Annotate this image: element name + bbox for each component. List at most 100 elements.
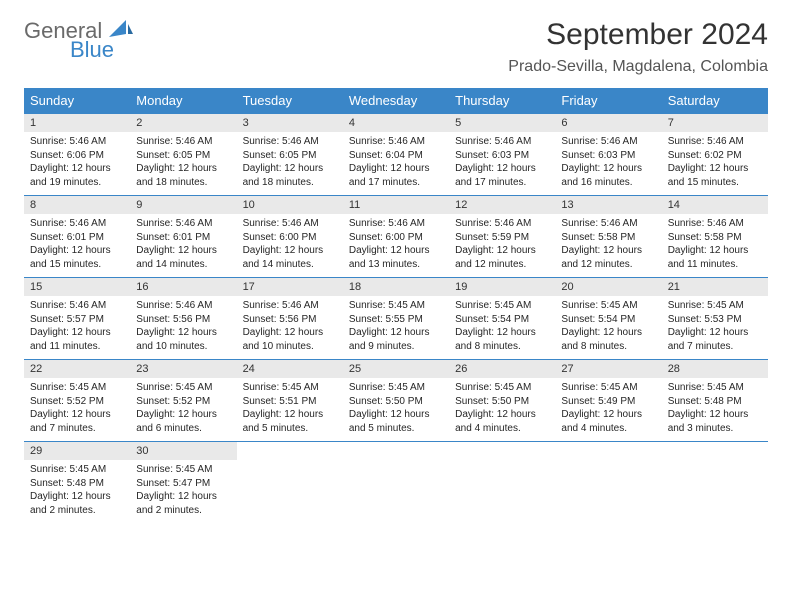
day-cell: 9Sunrise: 5:46 AMSunset: 6:01 PMDaylight…	[130, 196, 236, 278]
day-data: Sunrise: 5:45 AMSunset: 5:49 PMDaylight:…	[555, 378, 661, 441]
day-data: Sunrise: 5:46 AMSunset: 6:02 PMDaylight:…	[662, 132, 768, 195]
empty-cell	[662, 442, 768, 524]
day-data: Sunrise: 5:45 AMSunset: 5:50 PMDaylight:…	[449, 378, 555, 441]
day-data: Sunrise: 5:46 AMSunset: 5:56 PMDaylight:…	[237, 296, 343, 359]
day-cell: 24Sunrise: 5:45 AMSunset: 5:51 PMDayligh…	[237, 360, 343, 442]
day-cell: 18Sunrise: 5:45 AMSunset: 5:55 PMDayligh…	[343, 278, 449, 360]
day-number: 19	[449, 278, 555, 296]
day-data: Sunrise: 5:46 AMSunset: 6:06 PMDaylight:…	[24, 132, 130, 195]
day-number: 14	[662, 196, 768, 214]
brand-logo: General Blue	[24, 18, 133, 61]
empty-cell	[343, 442, 449, 524]
day-data: Sunrise: 5:45 AMSunset: 5:50 PMDaylight:…	[343, 378, 449, 441]
weekday-header: Thursday	[449, 88, 555, 114]
weekday-header: Monday	[130, 88, 236, 114]
day-cell: 1Sunrise: 5:46 AMSunset: 6:06 PMDaylight…	[24, 114, 130, 196]
day-number: 17	[237, 278, 343, 296]
title-block: September 2024 Prado-Sevilla, Magdalena,…	[508, 18, 768, 76]
month-title: September 2024	[508, 18, 768, 52]
day-data: Sunrise: 5:45 AMSunset: 5:51 PMDaylight:…	[237, 378, 343, 441]
day-data: Sunrise: 5:46 AMSunset: 6:05 PMDaylight:…	[130, 132, 236, 195]
day-number: 7	[662, 114, 768, 132]
day-number: 26	[449, 360, 555, 378]
day-data: Sunrise: 5:45 AMSunset: 5:48 PMDaylight:…	[24, 460, 130, 523]
day-data: Sunrise: 5:46 AMSunset: 6:03 PMDaylight:…	[449, 132, 555, 195]
day-number: 18	[343, 278, 449, 296]
day-data: Sunrise: 5:46 AMSunset: 6:05 PMDaylight:…	[237, 132, 343, 195]
day-number: 23	[130, 360, 236, 378]
day-data: Sunrise: 5:46 AMSunset: 5:58 PMDaylight:…	[555, 214, 661, 277]
day-cell: 7Sunrise: 5:46 AMSunset: 6:02 PMDaylight…	[662, 114, 768, 196]
day-cell: 22Sunrise: 5:45 AMSunset: 5:52 PMDayligh…	[24, 360, 130, 442]
day-data: Sunrise: 5:46 AMSunset: 6:00 PMDaylight:…	[237, 214, 343, 277]
day-data: Sunrise: 5:46 AMSunset: 6:03 PMDaylight:…	[555, 132, 661, 195]
day-data: Sunrise: 5:45 AMSunset: 5:54 PMDaylight:…	[449, 296, 555, 359]
calendar-row: 29Sunrise: 5:45 AMSunset: 5:48 PMDayligh…	[24, 442, 768, 524]
day-number: 25	[343, 360, 449, 378]
day-cell: 2Sunrise: 5:46 AMSunset: 6:05 PMDaylight…	[130, 114, 236, 196]
day-cell: 8Sunrise: 5:46 AMSunset: 6:01 PMDaylight…	[24, 196, 130, 278]
empty-cell	[555, 442, 661, 524]
day-cell: 12Sunrise: 5:46 AMSunset: 5:59 PMDayligh…	[449, 196, 555, 278]
day-data: Sunrise: 5:46 AMSunset: 5:56 PMDaylight:…	[130, 296, 236, 359]
weekday-header: Saturday	[662, 88, 768, 114]
day-number: 29	[24, 442, 130, 460]
day-data: Sunrise: 5:46 AMSunset: 6:01 PMDaylight:…	[24, 214, 130, 277]
day-cell: 27Sunrise: 5:45 AMSunset: 5:49 PMDayligh…	[555, 360, 661, 442]
day-number: 28	[662, 360, 768, 378]
calendar-row: 22Sunrise: 5:45 AMSunset: 5:52 PMDayligh…	[24, 360, 768, 442]
day-number: 24	[237, 360, 343, 378]
day-number: 8	[24, 196, 130, 214]
day-data: Sunrise: 5:45 AMSunset: 5:47 PMDaylight:…	[130, 460, 236, 523]
day-cell: 11Sunrise: 5:46 AMSunset: 6:00 PMDayligh…	[343, 196, 449, 278]
day-cell: 15Sunrise: 5:46 AMSunset: 5:57 PMDayligh…	[24, 278, 130, 360]
day-data: Sunrise: 5:45 AMSunset: 5:48 PMDaylight:…	[662, 378, 768, 441]
brand-blue: Blue	[70, 39, 133, 61]
day-cell: 28Sunrise: 5:45 AMSunset: 5:48 PMDayligh…	[662, 360, 768, 442]
day-data: Sunrise: 5:46 AMSunset: 6:00 PMDaylight:…	[343, 214, 449, 277]
day-cell: 19Sunrise: 5:45 AMSunset: 5:54 PMDayligh…	[449, 278, 555, 360]
day-cell: 3Sunrise: 5:46 AMSunset: 6:05 PMDaylight…	[237, 114, 343, 196]
day-number: 11	[343, 196, 449, 214]
day-number: 30	[130, 442, 236, 460]
brand-text-block: General Blue	[24, 18, 133, 61]
empty-cell	[449, 442, 555, 524]
day-data: Sunrise: 5:46 AMSunset: 5:57 PMDaylight:…	[24, 296, 130, 359]
brand-sail-icon	[109, 20, 133, 38]
day-number: 6	[555, 114, 661, 132]
weekday-header: Wednesday	[343, 88, 449, 114]
day-cell: 23Sunrise: 5:45 AMSunset: 5:52 PMDayligh…	[130, 360, 236, 442]
day-number: 10	[237, 196, 343, 214]
day-data: Sunrise: 5:46 AMSunset: 6:01 PMDaylight:…	[130, 214, 236, 277]
day-cell: 14Sunrise: 5:46 AMSunset: 5:58 PMDayligh…	[662, 196, 768, 278]
day-data: Sunrise: 5:45 AMSunset: 5:52 PMDaylight:…	[24, 378, 130, 441]
calendar-body: 1Sunrise: 5:46 AMSunset: 6:06 PMDaylight…	[24, 114, 768, 524]
day-number: 13	[555, 196, 661, 214]
calendar-row: 8Sunrise: 5:46 AMSunset: 6:01 PMDaylight…	[24, 196, 768, 278]
day-data: Sunrise: 5:45 AMSunset: 5:52 PMDaylight:…	[130, 378, 236, 441]
day-data: Sunrise: 5:45 AMSunset: 5:53 PMDaylight:…	[662, 296, 768, 359]
day-cell: 21Sunrise: 5:45 AMSunset: 5:53 PMDayligh…	[662, 278, 768, 360]
calendar-row: 1Sunrise: 5:46 AMSunset: 6:06 PMDaylight…	[24, 114, 768, 196]
day-number: 12	[449, 196, 555, 214]
day-data: Sunrise: 5:46 AMSunset: 5:58 PMDaylight:…	[662, 214, 768, 277]
calendar-row: 15Sunrise: 5:46 AMSunset: 5:57 PMDayligh…	[24, 278, 768, 360]
day-data: Sunrise: 5:46 AMSunset: 6:04 PMDaylight:…	[343, 132, 449, 195]
day-data: Sunrise: 5:45 AMSunset: 5:54 PMDaylight:…	[555, 296, 661, 359]
day-number: 20	[555, 278, 661, 296]
weekday-header-row: Sunday Monday Tuesday Wednesday Thursday…	[24, 88, 768, 114]
day-cell: 13Sunrise: 5:46 AMSunset: 5:58 PMDayligh…	[555, 196, 661, 278]
day-cell: 6Sunrise: 5:46 AMSunset: 6:03 PMDaylight…	[555, 114, 661, 196]
day-number: 5	[449, 114, 555, 132]
weekday-header: Friday	[555, 88, 661, 114]
day-number: 2	[130, 114, 236, 132]
day-cell: 17Sunrise: 5:46 AMSunset: 5:56 PMDayligh…	[237, 278, 343, 360]
day-number: 1	[24, 114, 130, 132]
day-cell: 5Sunrise: 5:46 AMSunset: 6:03 PMDaylight…	[449, 114, 555, 196]
day-number: 22	[24, 360, 130, 378]
day-cell: 30Sunrise: 5:45 AMSunset: 5:47 PMDayligh…	[130, 442, 236, 524]
day-data: Sunrise: 5:45 AMSunset: 5:55 PMDaylight:…	[343, 296, 449, 359]
day-cell: 26Sunrise: 5:45 AMSunset: 5:50 PMDayligh…	[449, 360, 555, 442]
day-cell: 16Sunrise: 5:46 AMSunset: 5:56 PMDayligh…	[130, 278, 236, 360]
day-number: 4	[343, 114, 449, 132]
